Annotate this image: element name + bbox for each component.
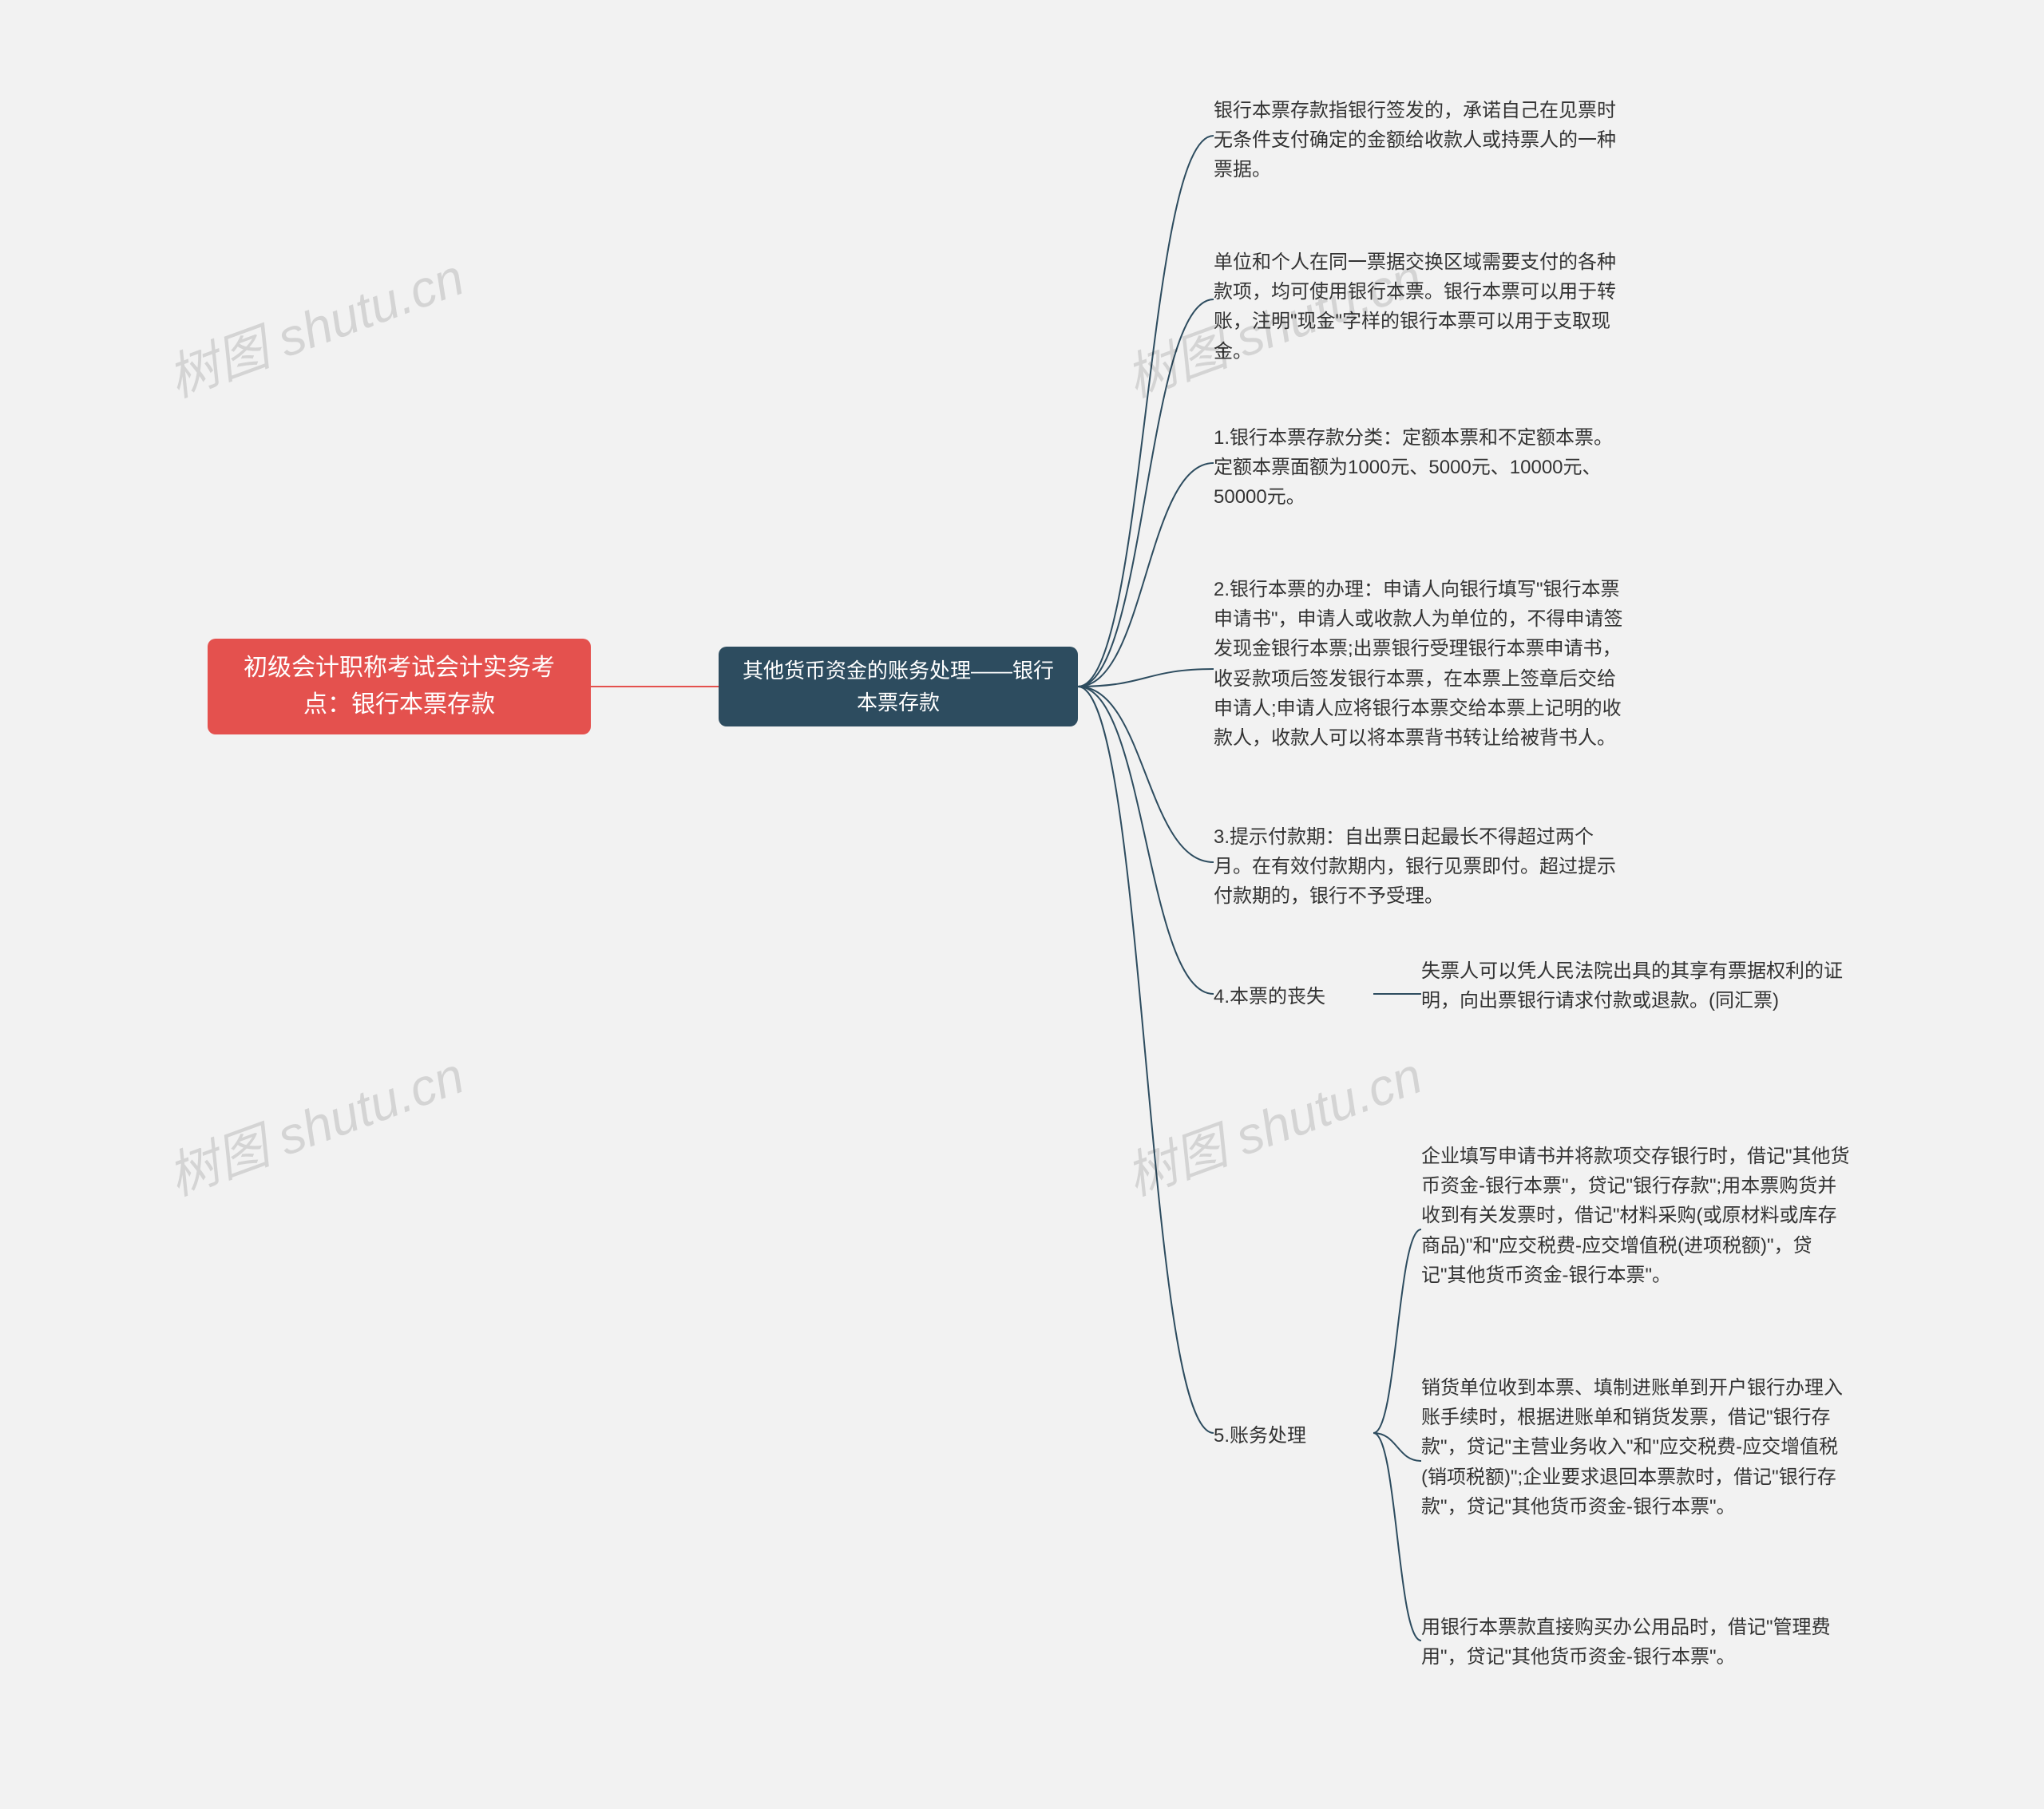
connector	[1078, 687, 1214, 862]
leaf-node[interactable]: 5.账务处理	[1214, 1421, 1373, 1451]
watermark: 树图 shutu.cn	[156, 236, 473, 411]
leaf-node[interactable]: 2.银行本票的办理：申请人向银行填写"银行本票申请书"，申请人或收款人为单位的，…	[1214, 575, 1629, 753]
connector-layer	[0, 0, 2044, 1809]
connector	[1373, 1433, 1421, 1641]
watermark: 树图 shutu.cn	[1115, 1035, 1431, 1209]
watermark: 树图 shutu.cn	[156, 1035, 473, 1209]
leaf-node[interactable]: 3.提示付款期：自出票日起最长不得超过两个月。在有效付款期内，银行见票即付。超过…	[1214, 822, 1629, 912]
connector	[1373, 1229, 1421, 1433]
leaf-node[interactable]: 单位和个人在同一票据交换区域需要支付的各种款项，均可使用银行本票。银行本票可以用…	[1214, 247, 1629, 366]
connector	[1373, 1433, 1421, 1461]
leaf-node[interactable]: 企业填写申请书并将款项交存银行时，借记"其他货币资金-银行本票"，贷记"银行存款…	[1421, 1142, 1852, 1290]
sub-node[interactable]: 其他货币资金的账务处理——银行本票存款	[719, 647, 1078, 726]
connector	[1078, 136, 1214, 687]
connector	[1078, 669, 1214, 687]
leaf-node[interactable]: 销货单位收到本票、填制进账单到开户银行办理入账手续时，根据进账单和销货发票，借记…	[1421, 1373, 1852, 1522]
connector	[1078, 687, 1214, 994]
connector	[1078, 299, 1214, 687]
leaf-node[interactable]: 1.银行本票存款分类：定额本票和不定额本票。定额本票面额为1000元、5000元…	[1214, 423, 1629, 513]
root-label: 初级会计职称考试会计实务考点：银行本票存款	[230, 650, 568, 724]
connector	[1078, 687, 1214, 1433]
connector	[1078, 463, 1214, 687]
root-node[interactable]: 初级会计职称考试会计实务考点：银行本票存款	[208, 639, 591, 734]
leaf-node[interactable]: 失票人可以凭人民法院出具的其享有票据权利的证明，向出票银行请求付款或退款。(同汇…	[1421, 956, 1852, 1015]
leaf-node[interactable]: 用银行本票款直接购买办公用品时，借记"管理费用"，贷记"其他货币资金-银行本票"…	[1421, 1613, 1852, 1672]
leaf-node[interactable]: 4.本票的丧失	[1214, 982, 1373, 1011]
leaf-node[interactable]: 银行本票存款指银行签发的，承诺自己在见票时无条件支付确定的金额给收款人或持票人的…	[1214, 96, 1629, 185]
sub-label: 其他货币资金的账务处理——银行本票存款	[741, 655, 1056, 719]
